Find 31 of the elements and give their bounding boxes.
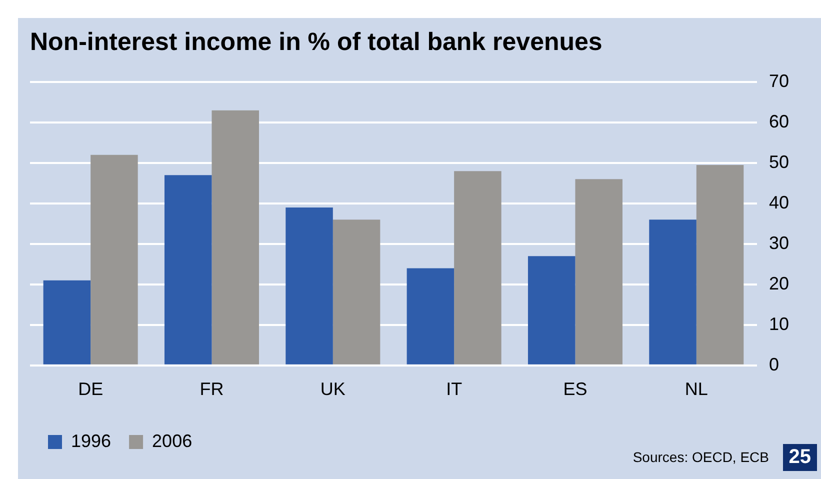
- legend-label: 1996: [71, 430, 112, 451]
- bar: [90, 154, 138, 364]
- chart-title: Non-interest income in % of total bank revenues: [30, 28, 602, 56]
- x-tick-label: UK: [320, 379, 346, 400]
- x-tick-label: ES: [563, 379, 588, 400]
- y-tick-label: 10: [768, 314, 790, 334]
- y-tick-label: 70: [768, 70, 790, 91]
- source-note: Sources: OECD, ECB: [632, 449, 769, 465]
- bar: [696, 164, 744, 364]
- y-tick-label: 50: [768, 152, 790, 172]
- bar: [212, 110, 259, 364]
- bar: [164, 175, 212, 364]
- text: 25: [782, 444, 817, 471]
- y-tick-label: 30: [768, 232, 790, 253]
- y-tick-label: 0: [768, 354, 779, 374]
- bar: [528, 256, 576, 364]
- bar: [454, 171, 502, 364]
- y-tick-label: 60: [768, 111, 790, 132]
- bar: [406, 268, 454, 364]
- x-tick-label: NL: [684, 379, 708, 400]
- x-tick-label: DE: [78, 379, 104, 400]
- x-tick-label: IT: [446, 379, 462, 400]
- y-tick-label: 40: [768, 192, 790, 212]
- bar: [43, 280, 91, 364]
- bar: [286, 208, 333, 364]
- bar: [332, 220, 380, 364]
- x-tick-label: FR: [200, 379, 224, 400]
- y-tick-label: 20: [768, 273, 790, 294]
- bar: [649, 220, 696, 364]
- bar: [575, 179, 622, 364]
- legend-label: 2006: [152, 430, 192, 451]
